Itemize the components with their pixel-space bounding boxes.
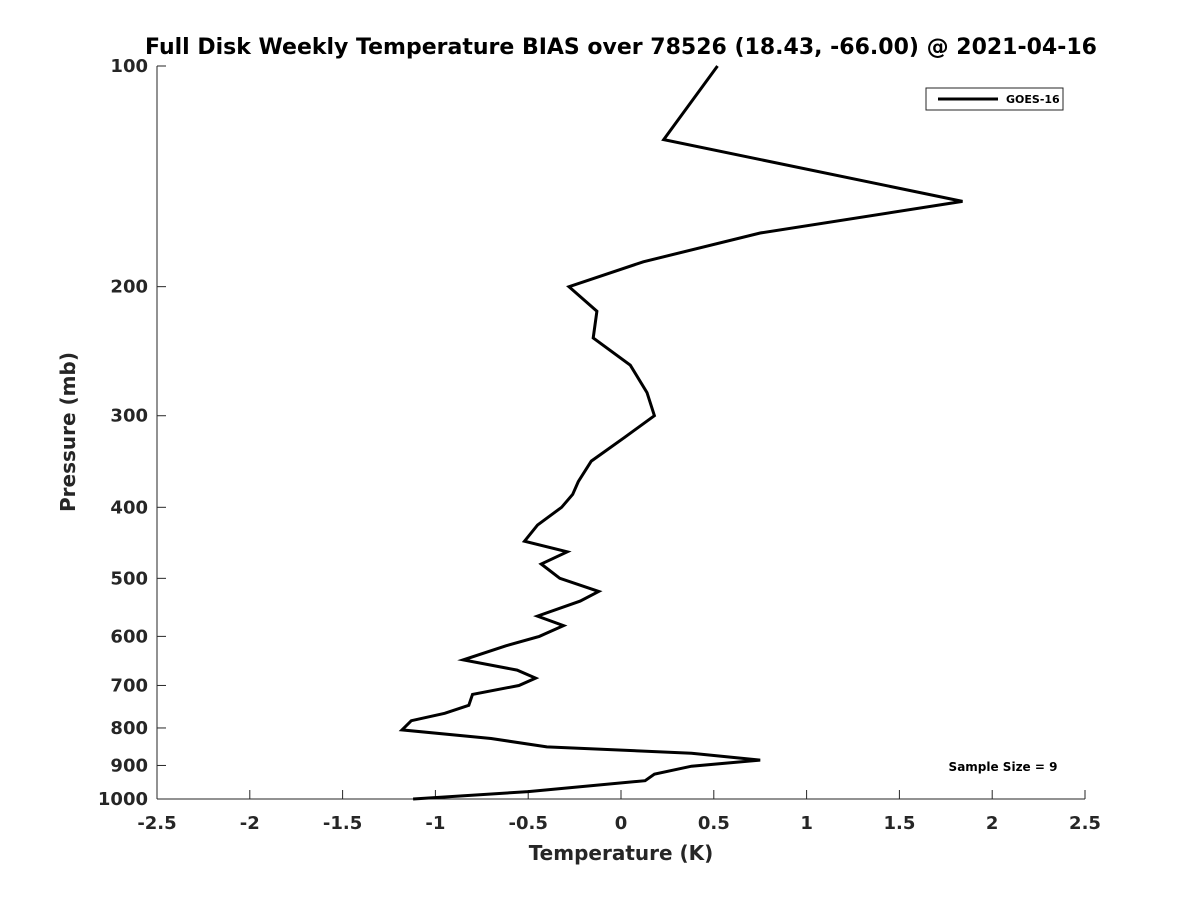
y-tick-label: 200	[110, 277, 148, 298]
x-tick-label: -0.5	[509, 813, 548, 834]
legend: GOES-16	[925, 87, 1064, 111]
sample-size-annotation: Sample Size = 9	[949, 760, 1058, 774]
x-axis-label: Temperature (K)	[529, 841, 714, 865]
y-tick-label: 1000	[98, 789, 148, 810]
legend-label: GOES-16	[1006, 93, 1060, 106]
y-tick-label: 900	[110, 755, 148, 776]
x-tick-label: -2	[240, 813, 260, 834]
axes	[156, 66, 1085, 800]
x-tick-label: 1	[800, 813, 813, 834]
x-tick-label: -1	[425, 813, 445, 834]
series-line-goes-16	[398, 65, 963, 801]
y-tick-label: 700	[110, 675, 148, 696]
x-tick-label: -1.5	[323, 813, 362, 834]
x-tick-label: 2.5	[1069, 813, 1101, 834]
x-tick-label: 0	[615, 813, 628, 834]
x-axis-ticks: -2.5 -2 -1.5 -1 -0.5 0 0.5 1 1.5 2 2.5	[137, 790, 1101, 834]
y-tick-label: 300	[110, 406, 148, 427]
y-tick-label: 400	[110, 497, 148, 518]
x-tick-label: 2	[986, 813, 999, 834]
x-tick-label: 0.5	[698, 813, 730, 834]
series-layer	[398, 65, 963, 801]
y-tick-label: 100	[110, 56, 148, 77]
y-axis-ticks: 100 200 300 400 500 600 700 800 900 1000	[98, 56, 166, 810]
y-tick-label: 500	[110, 568, 148, 589]
chart-title: Full Disk Weekly Temperature BIAS over 7…	[145, 35, 1097, 60]
y-tick-label: 800	[110, 718, 148, 739]
y-tick-label: 600	[110, 626, 148, 647]
x-tick-label: -2.5	[137, 813, 176, 834]
x-tick-label: 1.5	[883, 813, 915, 834]
y-axis-label: Pressure (mb)	[56, 352, 80, 512]
